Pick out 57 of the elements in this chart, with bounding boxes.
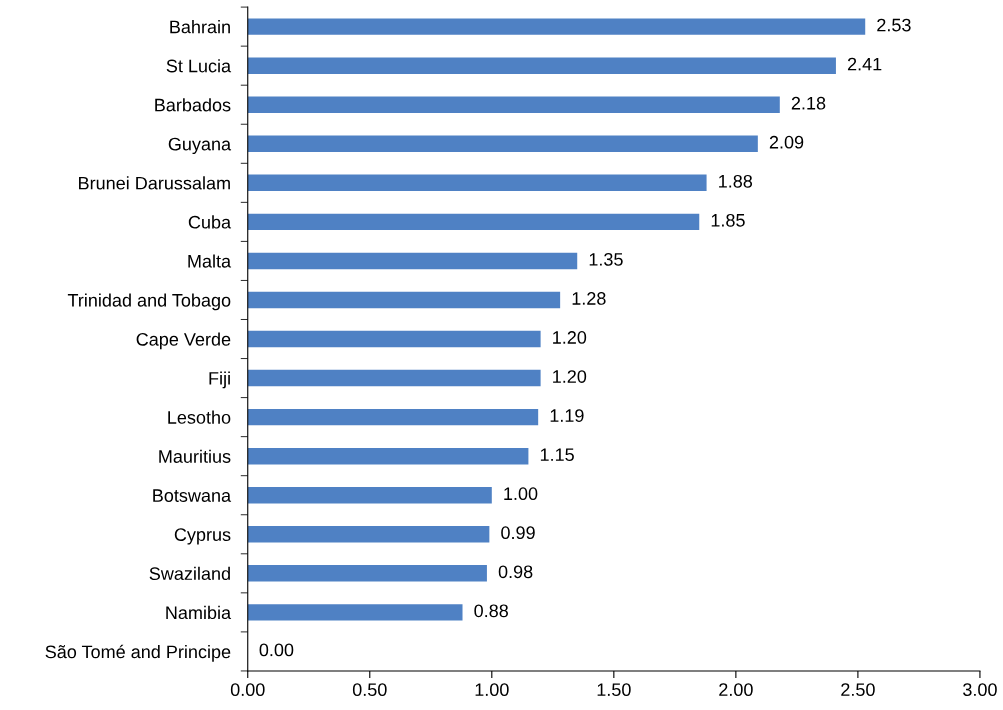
bar <box>247 526 490 543</box>
y-tick-label: Mauritius <box>159 449 231 463</box>
y-tick-label: Namibia <box>166 605 232 620</box>
data-label: 1.15 <box>540 448 574 462</box>
y-tick-label: Cape Verde <box>136 332 231 350</box>
bar <box>247 18 866 35</box>
y-tick-label: Cuba <box>188 215 232 229</box>
bar <box>247 330 541 348</box>
bar <box>247 604 463 621</box>
bar <box>247 487 492 504</box>
bar <box>247 447 529 465</box>
y-tick-label: Bahrain <box>170 20 230 34</box>
bar <box>247 213 700 231</box>
bar <box>247 291 561 309</box>
data-label: 0.99 <box>501 526 535 540</box>
bar <box>247 174 707 192</box>
data-label: 1.85 <box>711 213 745 227</box>
y-tick-label: Trinidad and Tobago <box>67 293 231 311</box>
y-tick-label: Malta <box>188 254 232 268</box>
x-tick-label: 2.00 <box>719 683 753 697</box>
bar <box>247 252 578 270</box>
data-label: 1.35 <box>589 252 623 266</box>
data-label: 1.28 <box>572 292 606 305</box>
y-tick-label: Barbados <box>155 98 231 112</box>
data-label: 0.98 <box>498 565 533 579</box>
y-tick-label: Brunei Darussalam <box>79 176 230 190</box>
y-tick-label: Guyana <box>168 137 232 155</box>
y-tick-label: Lesotho <box>168 410 231 424</box>
bar <box>247 135 758 152</box>
x-tick-label: 1.50 <box>597 683 631 697</box>
x-tick-label: 1.00 <box>475 683 509 697</box>
data-label: 2.41 <box>847 57 882 71</box>
x-tick-label: 2.50 <box>841 683 875 697</box>
y-tick-label: Cyprus <box>174 528 231 545</box>
x-tick-label: 0.50 <box>352 683 387 697</box>
bar <box>247 369 541 387</box>
bar <box>247 408 539 426</box>
data-label: 2.18 <box>791 96 826 110</box>
data-label: 1.20 <box>553 370 587 383</box>
y-tick-label: St Lucia <box>166 59 232 73</box>
y-tick-label: São Tomé and Principe <box>45 644 231 662</box>
data-label: 0.88 <box>474 604 508 618</box>
x-tick-label: 3.00 <box>963 683 997 697</box>
bar <box>247 57 836 74</box>
data-label: 0.00 <box>259 643 294 657</box>
y-tick-label: Botswana <box>153 489 232 502</box>
bar <box>247 565 487 582</box>
data-label: 2.53 <box>877 18 911 32</box>
data-label: 2.09 <box>769 135 804 149</box>
data-label: 1.20 <box>553 331 587 344</box>
y-tick-label: Fiji <box>209 371 230 389</box>
data-label: 1.00 <box>504 487 538 501</box>
x-tick-label: 0.00 <box>230 683 265 697</box>
data-label: 1.19 <box>550 409 584 422</box>
y-tick-label: Swaziland <box>149 566 230 581</box>
bar <box>247 96 780 113</box>
data-label: 1.88 <box>719 174 753 188</box>
